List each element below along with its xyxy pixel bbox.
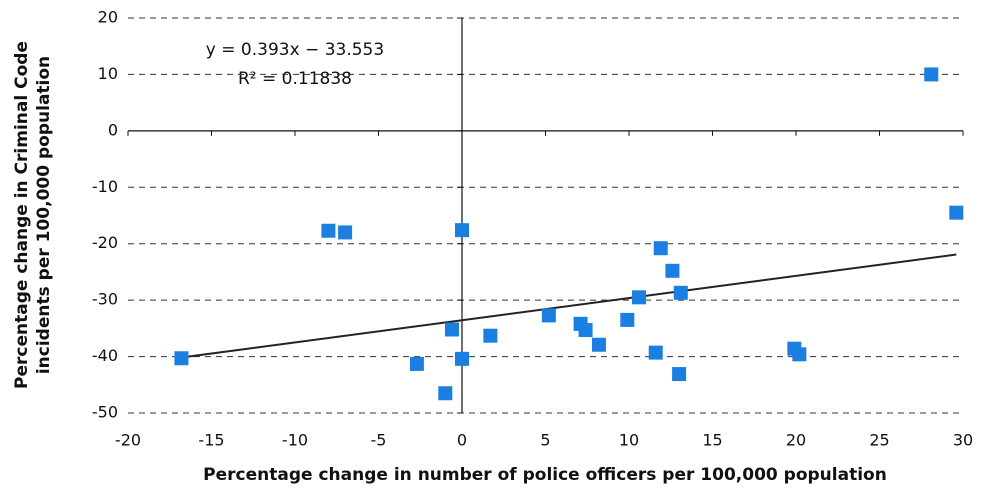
point (444, 322, 459, 337)
point (541, 308, 556, 323)
point (949, 205, 964, 220)
point (338, 225, 353, 240)
x-tick-label: 10 (619, 431, 639, 450)
y-tick-label: 0 (108, 120, 118, 139)
y-tick-label: 20 (98, 8, 118, 27)
equation: y = 0.393x − 33.553 (206, 40, 384, 60)
y-tick-label: -10 (92, 177, 118, 196)
point (483, 328, 498, 343)
point (632, 290, 647, 305)
point (578, 323, 593, 338)
x-tick-label: -10 (282, 431, 308, 450)
x-tick-label: 30 (953, 431, 973, 450)
x-axis-label: Percentage change in number of police of… (203, 465, 887, 485)
point (174, 351, 189, 366)
y-tick-label: -20 (92, 233, 118, 252)
y-tick-label: 10 (98, 64, 118, 83)
point (455, 351, 469, 366)
x-tick-label: 20 (786, 431, 806, 450)
point (620, 312, 635, 327)
r-squared: R² = 0.11838 (238, 69, 352, 89)
y-tick-label: -50 (92, 403, 118, 422)
x-tick-label: 5 (540, 431, 550, 450)
y-axis-label: incidents per 100,000 population (34, 56, 54, 374)
x-tick-label: 25 (869, 431, 889, 450)
point (591, 337, 606, 352)
point (665, 263, 680, 278)
y-tick-label: -30 (92, 290, 118, 309)
y-axis-label: Percentage change in Criminal Code (12, 41, 32, 389)
x-tick-label: 0 (457, 431, 467, 450)
point (321, 223, 336, 238)
point (673, 285, 688, 300)
x-tick-label: 15 (702, 431, 722, 450)
y-tick-label: -40 (92, 346, 118, 365)
point (455, 223, 469, 238)
point (792, 347, 807, 362)
point (653, 241, 668, 256)
point (648, 345, 663, 360)
point (924, 67, 939, 82)
point (438, 386, 453, 401)
point (672, 367, 687, 382)
x-tick-label: -5 (371, 431, 387, 450)
x-tick-label: -15 (198, 431, 224, 450)
x-tick-label: -20 (115, 431, 141, 450)
trendline (181, 253, 957, 359)
point (409, 356, 424, 371)
